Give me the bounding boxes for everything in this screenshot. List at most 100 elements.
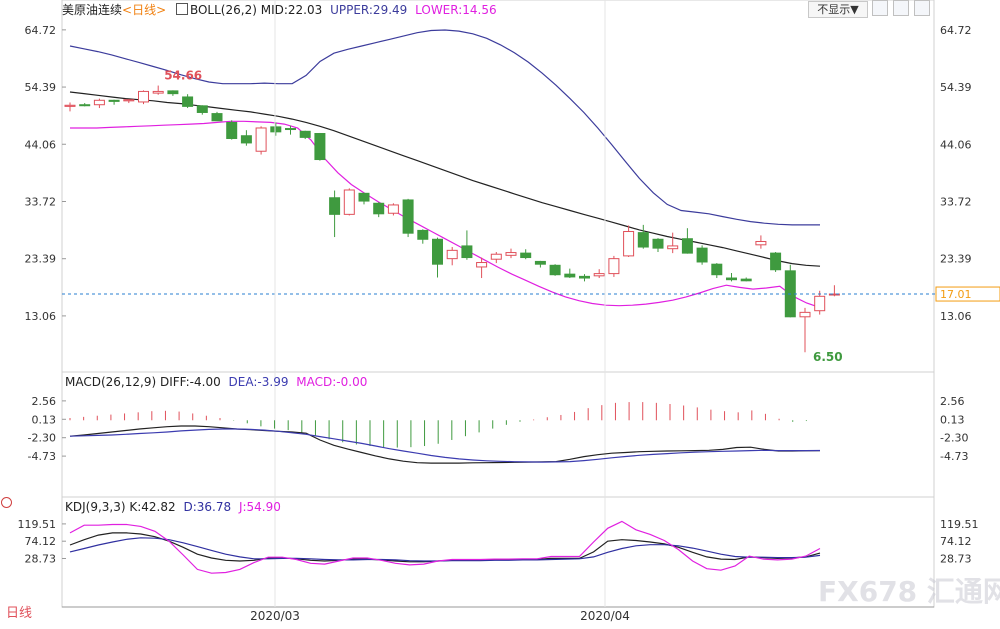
candle-body xyxy=(152,90,164,94)
candle-body xyxy=(755,240,767,246)
candle-body xyxy=(490,253,502,260)
macd-diff-line xyxy=(69,425,821,464)
crosshair-icon[interactable] xyxy=(1,497,12,508)
price-tick-label-left-5: 13.06 xyxy=(25,310,57,323)
candle-body xyxy=(799,311,811,318)
last-price-box xyxy=(935,286,1000,302)
candle-body xyxy=(196,105,208,113)
price-tick-label-right-3: 33.72 xyxy=(940,196,972,209)
candle-body xyxy=(681,238,693,254)
candle-body xyxy=(520,252,532,259)
price-tick-label-left-3: 33.72 xyxy=(25,196,57,209)
candle-body xyxy=(814,295,826,312)
candle-body xyxy=(329,197,341,215)
candle-body xyxy=(549,264,561,276)
candle-body xyxy=(240,135,252,144)
candle-body xyxy=(828,293,840,296)
price-tick-label-right-5: 13.06 xyxy=(940,310,972,323)
kdj-header: KDJ(9,3,3) K:42.82 D:36.78 J:54.90 xyxy=(65,500,281,514)
price-tick-label-right-4: 23.39 xyxy=(940,253,972,266)
boll-label: BOLL(26,2) xyxy=(189,3,257,17)
boll-indicator-icon xyxy=(175,3,188,15)
boll-lower-line xyxy=(70,120,821,309)
period-label[interactable]: <日线> xyxy=(122,3,167,17)
candle-body xyxy=(123,99,135,102)
candle-body xyxy=(608,258,620,275)
candle-body xyxy=(696,247,708,263)
last-price-label: 17.01 xyxy=(940,288,972,301)
price-tick-label-left-2: 44.06 xyxy=(25,138,57,151)
kdj-tick-label-left-1: 74.12 xyxy=(25,535,57,548)
kdj-label: KDJ(9,3,3) xyxy=(65,500,126,514)
candle-body xyxy=(167,90,179,95)
zoom-in-icon[interactable] xyxy=(872,0,888,16)
kdj-j-line xyxy=(69,520,821,574)
candle-body xyxy=(432,238,443,265)
date-tick-label-0: 2020/03 xyxy=(250,609,300,623)
macd-value: MACD:-0.00 xyxy=(296,375,368,389)
price-header: 美原油连续<日线> BOLL(26,2) MID:22.03 UPPER:29.… xyxy=(62,3,497,17)
symbol-label: 美原油连续 xyxy=(62,3,123,17)
macd-label: MACD(26,12,9) xyxy=(65,375,157,389)
kdj-tick-label-right-1: 74.12 xyxy=(940,535,972,548)
macd-dea-line xyxy=(69,428,821,463)
j-value: J:54.90 xyxy=(238,500,281,514)
candle-body xyxy=(534,260,546,265)
candle-body xyxy=(211,113,223,122)
candle-body xyxy=(358,192,370,202)
price-tick-label-right-2: 44.06 xyxy=(940,138,972,151)
settings-icon[interactable] xyxy=(893,0,909,16)
price-tick-label-left-1: 54.39 xyxy=(25,81,57,94)
lower-value: LOWER:14.56 xyxy=(415,3,497,17)
candle-body xyxy=(108,99,120,102)
low-annotation: 6.50 xyxy=(813,350,843,364)
candle-body xyxy=(417,229,429,240)
candle-body xyxy=(711,263,723,276)
candle-body xyxy=(64,104,76,107)
candle-body xyxy=(667,245,679,250)
candle-body xyxy=(343,189,355,215)
kdj-k-line xyxy=(69,532,821,563)
candle-body xyxy=(579,275,590,279)
hide-indicator-button[interactable]: 不显示▼ xyxy=(808,1,868,18)
candle-body xyxy=(770,252,782,271)
macd-tick-label-right-2: -2.30 xyxy=(940,432,968,445)
maximize-icon[interactable] xyxy=(914,0,930,16)
candle-body xyxy=(270,126,282,133)
candle-body xyxy=(373,202,385,215)
price-tick-label-left-4: 23.39 xyxy=(25,253,57,266)
candle-body xyxy=(93,99,105,106)
price-tick-label-right-1: 54.39 xyxy=(940,81,972,94)
kdj-tick-label-left-2: 28.73 xyxy=(25,552,57,565)
candle-body xyxy=(461,245,473,259)
candle-body xyxy=(637,232,649,248)
candle-body xyxy=(740,278,752,282)
macd-tick-label-left-2: -2.30 xyxy=(28,432,56,445)
candle-body xyxy=(182,96,194,107)
candle-body xyxy=(652,238,664,249)
candle-body xyxy=(623,231,635,257)
kdj-tick-label-left-0: 119.51 xyxy=(18,518,57,531)
macd-header: MACD(26,12,9) DIFF:-4.00 DEA:-3.99 MACD:… xyxy=(65,375,367,389)
macd-panel-frame xyxy=(61,371,935,498)
candle-body xyxy=(476,262,488,268)
kdj-tick-label-right-0: 119.51 xyxy=(940,518,979,531)
date-tick-label-1: 2020/04 xyxy=(580,609,630,623)
macd-tick-label-right-1: 0.13 xyxy=(940,413,965,426)
candle-body xyxy=(138,90,149,103)
macd-tick-label-left-3: -4.73 xyxy=(28,450,56,463)
candle-body xyxy=(299,130,311,138)
candle-body xyxy=(79,104,91,107)
candle-body xyxy=(564,273,576,278)
kdj-tick-label-right-2: 28.73 xyxy=(940,552,972,565)
k-value: K:42.82 xyxy=(129,500,176,514)
macd-tick-label-left-1: 0.13 xyxy=(32,413,57,426)
macd-tick-label-left-0: 2.56 xyxy=(32,395,57,408)
boll-mid-line xyxy=(69,91,821,267)
mid-value: MID:22.03 xyxy=(260,3,323,17)
dea-value: DEA:-3.99 xyxy=(228,375,289,389)
period-tab[interactable]: 日线 xyxy=(6,606,33,621)
candle-body xyxy=(387,204,399,214)
